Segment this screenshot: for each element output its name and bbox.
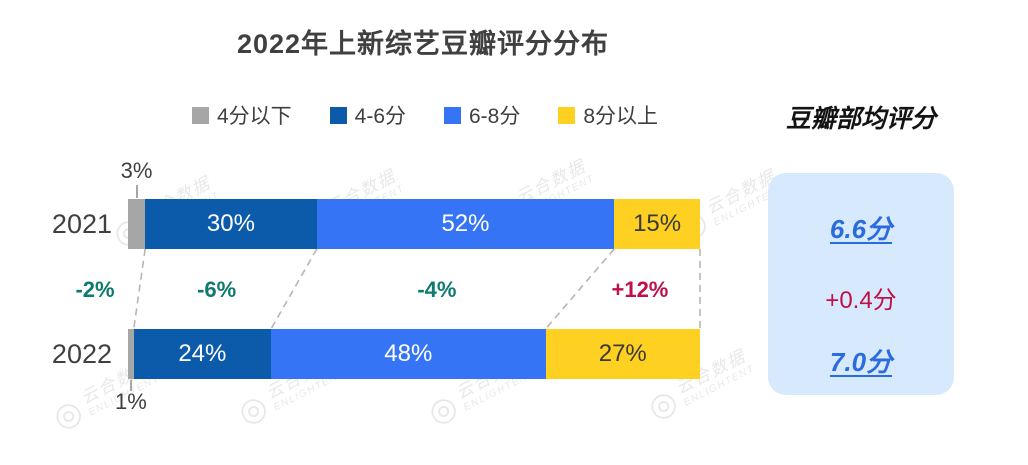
bar-2021: 30% 52% 15% bbox=[128, 199, 700, 249]
bar-segment-2021-0 bbox=[128, 199, 146, 249]
connector-line-1 bbox=[270, 248, 318, 330]
legend-label: 8分以上 bbox=[583, 105, 659, 128]
side-panel-title: 豆瓣部均评分 bbox=[785, 105, 936, 133]
yoy-delta-3: +12% bbox=[611, 277, 669, 302]
bar-segment-2022-3: 27% bbox=[545, 329, 700, 379]
bar-segment-2022-1: 24% bbox=[133, 329, 271, 379]
bar-segment-2021-2: 52% bbox=[316, 199, 615, 249]
yoy-delta-0: -2% bbox=[75, 277, 115, 302]
legend: 4分以下 4-6分 6-8分 8分以上 bbox=[0, 100, 850, 130]
legend-swatch-icon bbox=[558, 106, 576, 124]
bar-segment-2022-2: 48% bbox=[271, 329, 546, 379]
bar-segment-2022-0 bbox=[128, 329, 134, 379]
yoy-delta-1: -6% bbox=[197, 277, 237, 302]
connector-line-0 bbox=[132, 248, 146, 330]
legend-label: 4分以下 bbox=[216, 105, 292, 128]
legend-item-0: 4分以下 bbox=[191, 100, 292, 130]
category-label-2021: 2021 bbox=[51, 209, 112, 239]
gray-segment-tick-2021 bbox=[135, 185, 138, 198]
avg-score-delta: +0.4分 bbox=[825, 287, 897, 314]
avg-score-2022: 7.0分 bbox=[829, 347, 893, 377]
gray-segment-tick-2022 bbox=[129, 380, 132, 391]
gray-segment-label-2021: 3% bbox=[120, 158, 153, 183]
chart-title: 2022年上新综艺豆瓣评分分布 bbox=[236, 29, 610, 59]
legend-label: 6-8分 bbox=[469, 105, 521, 128]
legend-swatch-icon bbox=[191, 106, 209, 124]
legend-item-3: 8分以上 bbox=[558, 100, 658, 130]
average-score-panel: 6.6分 +0.4分 7.0分 bbox=[768, 173, 954, 395]
gray-segment-label-2022: 1% bbox=[114, 389, 147, 414]
legend-swatch-icon bbox=[444, 106, 461, 124]
avg-score-2021: 6.6分 bbox=[829, 214, 893, 244]
connector-line-2 bbox=[544, 248, 615, 330]
category-label-2022: 2022 bbox=[51, 339, 112, 369]
legend-label: 4-6分 bbox=[354, 105, 406, 128]
legend-swatch-icon bbox=[329, 106, 347, 124]
bar-segment-2021-3: 15% bbox=[614, 199, 700, 249]
bar-segment-2021-1: 30% bbox=[145, 199, 317, 249]
bar-2022: 24% 48% 27% bbox=[128, 329, 700, 379]
legend-item-2: 6-8分 bbox=[444, 100, 520, 130]
legend-item-1: 4-6分 bbox=[329, 100, 406, 130]
yoy-delta-2: -4% bbox=[417, 277, 457, 302]
